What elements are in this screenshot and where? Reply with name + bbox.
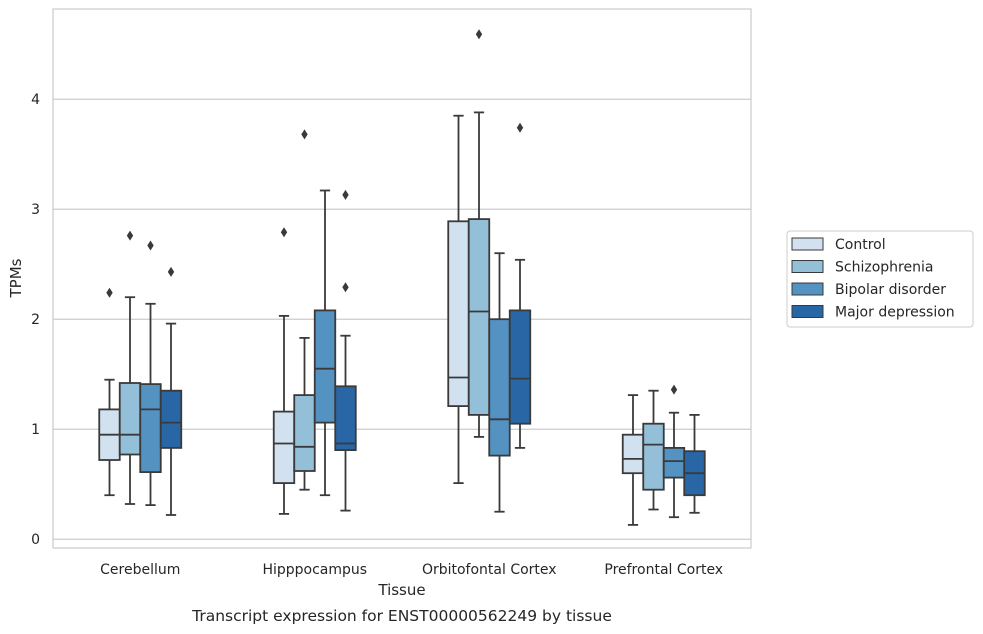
- x-axis-ticks: Cerebellum Hipppocampus Orbitofontal Corte…: [100, 562, 723, 578]
- y-tick-label: 2: [31, 312, 40, 328]
- outlier-point: [670, 384, 678, 395]
- outlier-point: [280, 227, 288, 238]
- outlier-point: [475, 29, 483, 40]
- box-group: [334, 189, 357, 512]
- box-group: [313, 189, 337, 497]
- y-tick-label: 3: [31, 202, 40, 218]
- x-tick-label: Cerebellum: [100, 562, 180, 578]
- box: [621, 433, 645, 475]
- box-group: [272, 227, 296, 515]
- legend-swatch: [791, 305, 824, 318]
- x-tick-label: Prefrontal Cortex: [604, 562, 723, 578]
- y-tick-label: 4: [31, 92, 40, 108]
- box-group: [293, 129, 316, 491]
- box-group: [118, 230, 142, 505]
- box-group: [139, 240, 162, 507]
- outlier-point: [342, 189, 349, 200]
- x-tick-label: Orbitofontal Cortex: [422, 562, 557, 578]
- box-group: [488, 252, 511, 513]
- box: [488, 318, 511, 457]
- outlier-point: [147, 240, 154, 251]
- legend-label: Control: [835, 237, 886, 253]
- box: [159, 389, 183, 449]
- x-axis-title: Tissue: [377, 581, 425, 599]
- outlier-point: [126, 230, 134, 241]
- outlier-point: [106, 287, 113, 298]
- y-tick-label: 0: [31, 532, 40, 548]
- box-group: [467, 29, 491, 438]
- legend-swatch: [791, 260, 824, 273]
- box-group: [662, 384, 686, 519]
- x-tick-label: Hipppocampus: [262, 562, 367, 578]
- box-group: [447, 114, 470, 485]
- legend-label: Major depression: [835, 305, 955, 321]
- plot-frame: [52, 8, 752, 549]
- box: [467, 218, 491, 416]
- box-group: [642, 389, 665, 511]
- chart-caption: Transcript expression for ENST0000056224…: [191, 607, 612, 625]
- legend: Control Schizophrenia Bipolar disorder Majo…: [786, 230, 974, 328]
- box: [272, 410, 296, 485]
- y-axis-ticks: 0 1 2 3 4: [31, 92, 40, 548]
- box: [662, 446, 686, 479]
- box: [313, 309, 337, 424]
- legend-swatch: [791, 237, 824, 251]
- legend-label: Bipolar disorder: [835, 282, 946, 298]
- box: [642, 422, 665, 491]
- outlier-point: [301, 129, 308, 140]
- outlier-point: [516, 122, 524, 133]
- box: [139, 383, 162, 474]
- box: [508, 309, 532, 425]
- outlier-point: [342, 282, 349, 293]
- box: [118, 382, 142, 456]
- y-tick-label: 1: [31, 422, 40, 438]
- box: [293, 394, 316, 472]
- legend-frame: [786, 230, 974, 328]
- box-group: [508, 122, 532, 449]
- outlier-point: [167, 266, 175, 277]
- y-axis-title: TPMs: [7, 258, 25, 298]
- box-group: [683, 413, 706, 514]
- box-group: [621, 394, 645, 526]
- box-group: [159, 266, 183, 516]
- legend-swatch: [791, 282, 824, 296]
- box-plot-area: [98, 29, 706, 526]
- box: [334, 385, 357, 451]
- legend-label: Schizophrenia: [835, 260, 933, 276]
